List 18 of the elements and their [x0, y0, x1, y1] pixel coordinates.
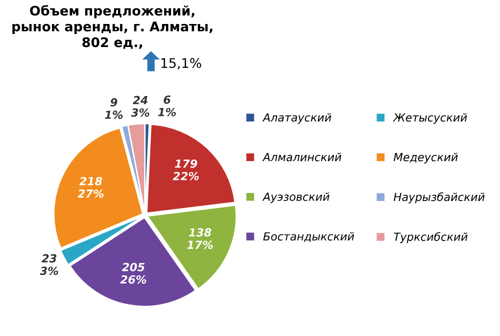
data-label: 138 17%: [187, 228, 213, 250]
legend-label: Алмалинский: [262, 152, 342, 162]
data-label: 6 1%: [158, 95, 176, 116]
legend-label: Турксибский: [394, 232, 468, 244]
legend-label: Бостандыкский: [263, 232, 354, 242]
legend-label: Жетысуский: [392, 113, 467, 124]
data-label: 24 3%: [131, 96, 150, 117]
chart-title: Объем предложений, рынок аренды, г. Алматы, 802 ед.,: [12, 5, 212, 49]
data-label: 179 22%: [172, 159, 199, 180]
data-label: 218 27%: [78, 176, 104, 198]
legend-label: Наурызбайский: [394, 192, 485, 204]
legend-label: Алатауский: [262, 113, 332, 124]
data-label: 9 1%: [104, 98, 123, 119]
legend-label: Ауэзовский: [262, 192, 330, 204]
data-label: 205 26%: [120, 262, 146, 284]
text: 15,1%: [161, 58, 202, 70]
legend-label: Медеуский: [394, 152, 458, 164]
data-label: 23 3%: [40, 254, 58, 276]
